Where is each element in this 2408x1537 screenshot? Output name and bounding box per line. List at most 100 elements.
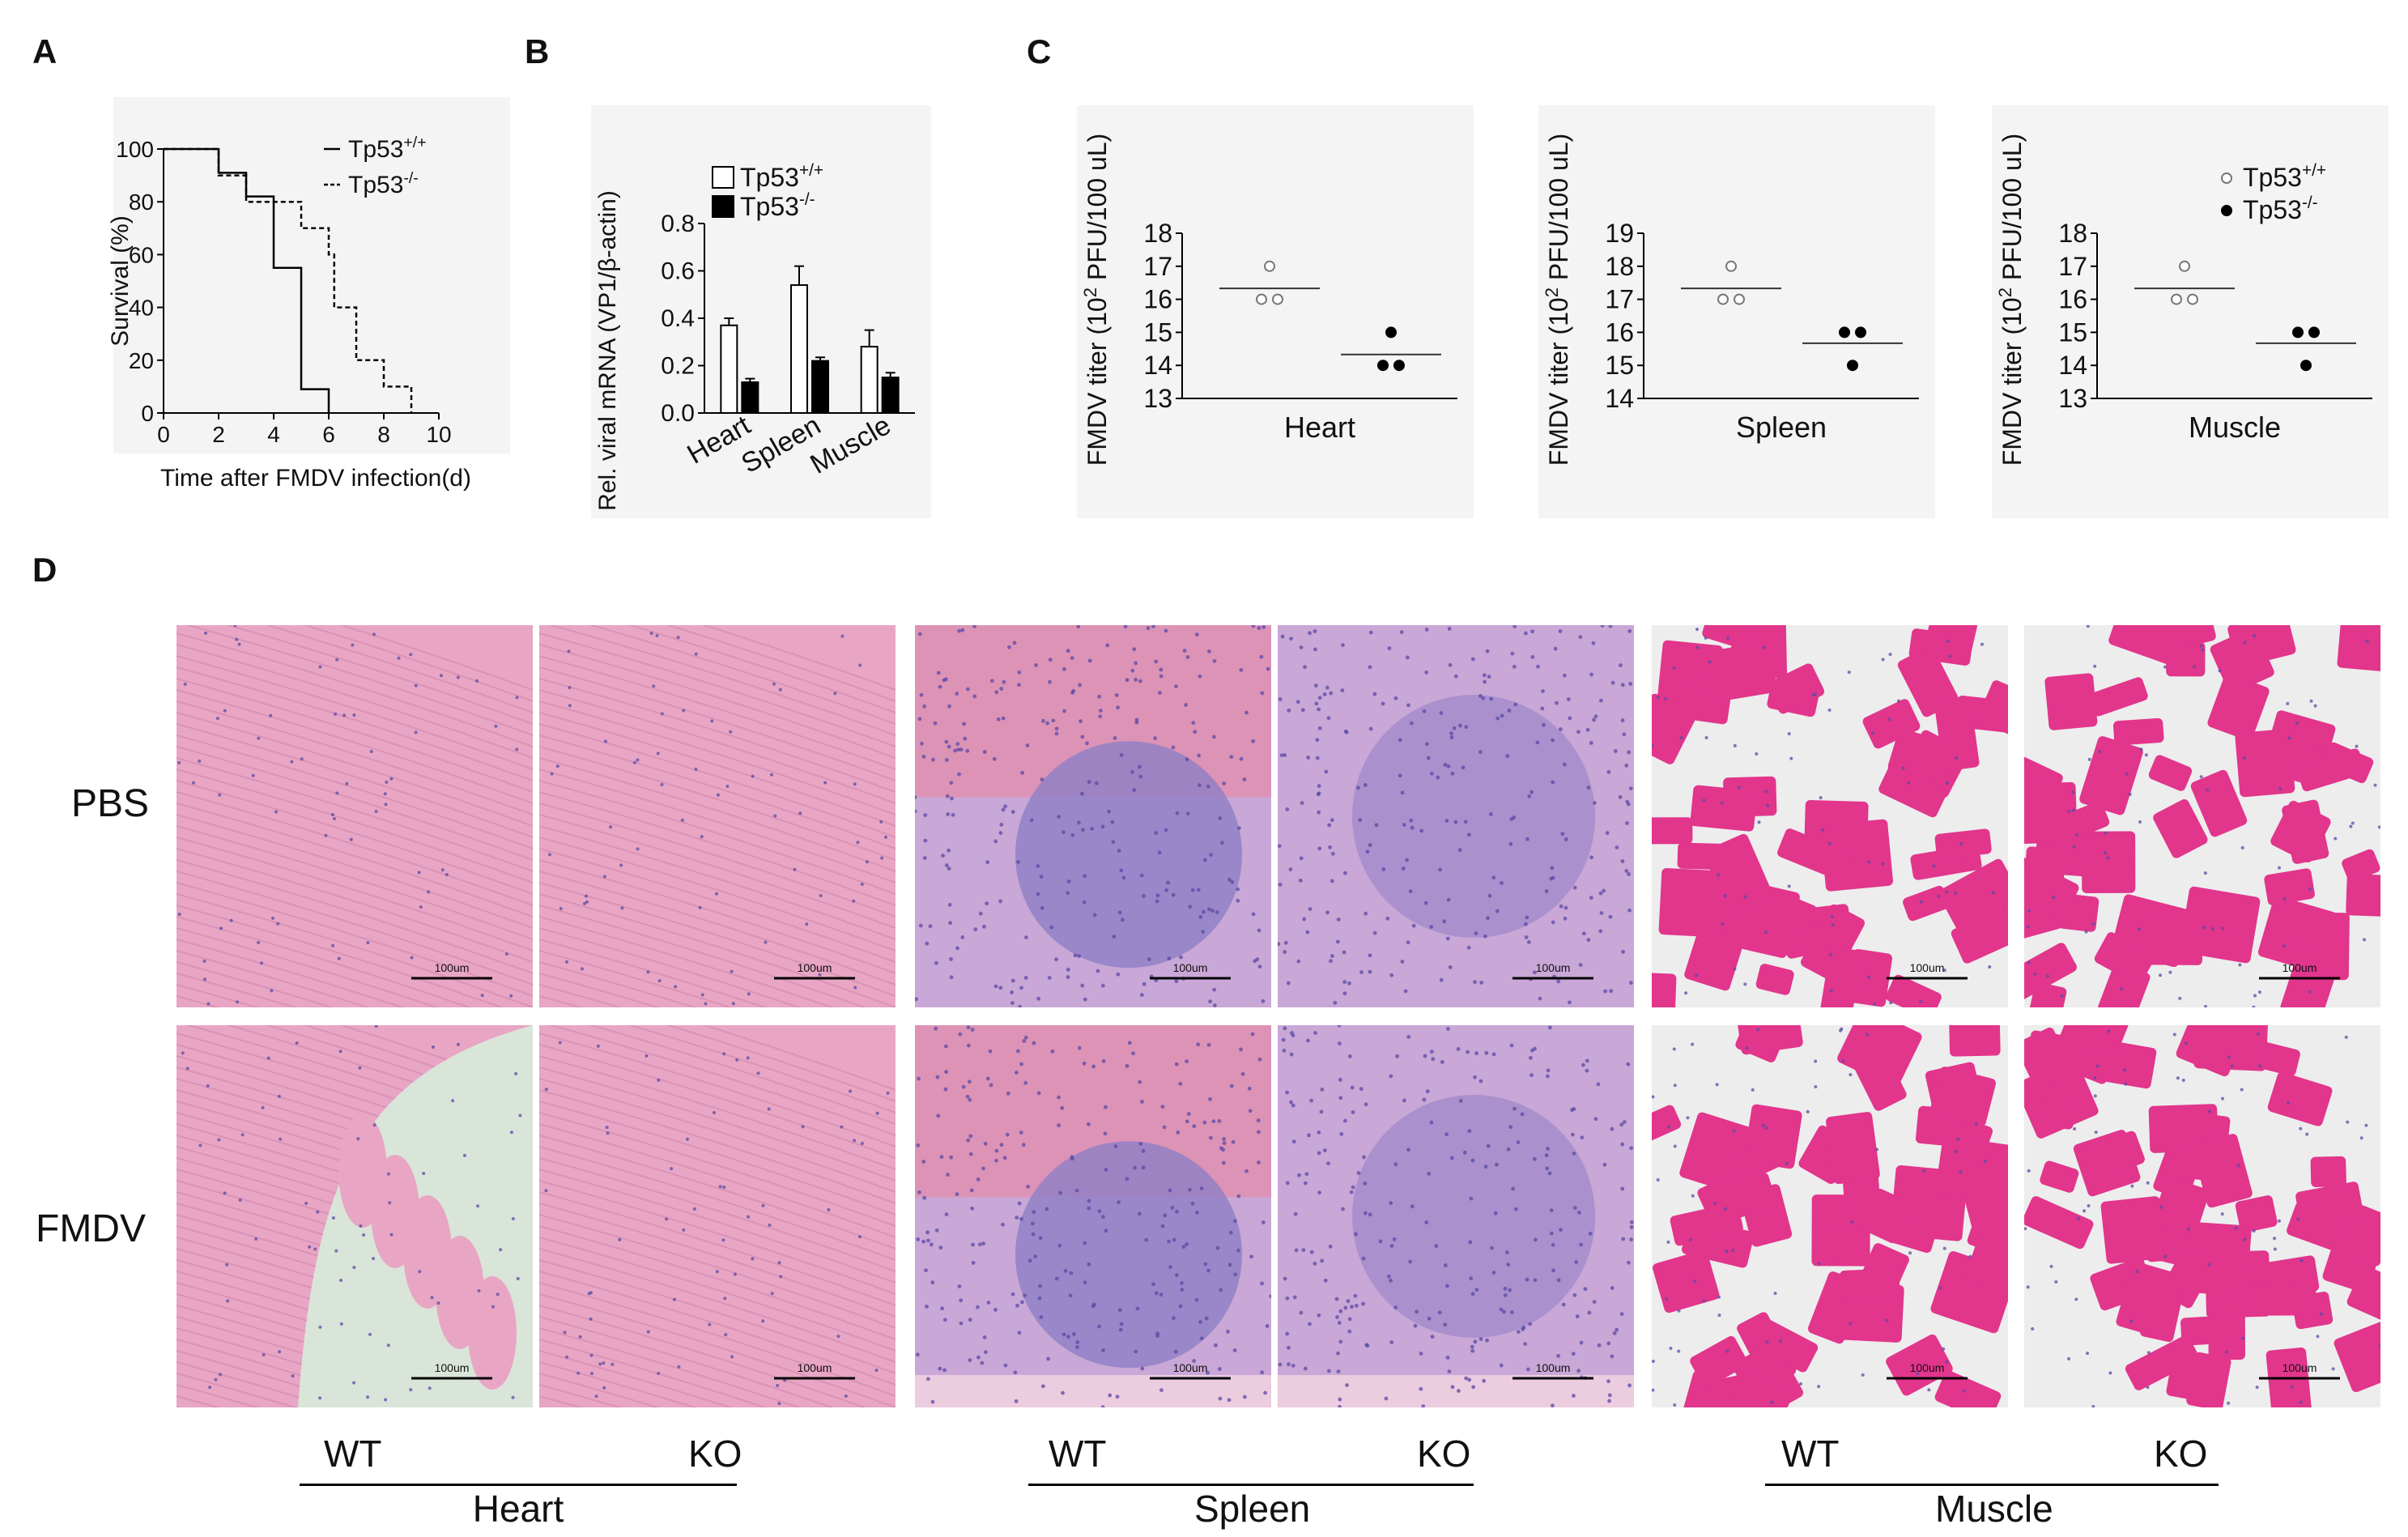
cell-nucleus	[2363, 938, 2367, 942]
cell-nucleus	[1342, 991, 1347, 996]
cell-nucleus	[1599, 698, 1603, 703]
bar	[811, 360, 829, 414]
cell-nucleus	[2199, 775, 2203, 779]
cell-nucleus	[1249, 1254, 1254, 1259]
muscle-fiber	[2116, 1262, 2184, 1339]
cell-nucleus	[1212, 734, 1216, 739]
micrograph-heart-ko-fmdv: 100um	[539, 1025, 896, 1407]
cell-nucleus	[1474, 1288, 1479, 1292]
cell-nucleus	[1090, 826, 1094, 831]
cell-nucleus	[944, 863, 949, 868]
cell-nucleus	[1164, 628, 1168, 633]
cell-nucleus	[2138, 820, 2142, 824]
cell-nucleus	[1219, 1288, 1223, 1292]
cell-nucleus	[1544, 1153, 1549, 1158]
cell-nucleus	[2241, 1336, 2245, 1340]
cell-nucleus	[925, 1230, 930, 1235]
cell-nucleus	[1005, 1132, 1010, 1137]
cell-nucleus	[724, 1333, 728, 1337]
y-tick-label: 18	[1143, 219, 1172, 248]
cell-nucleus	[1019, 1216, 1023, 1221]
cell-nucleus	[1197, 783, 1202, 788]
cell-nucleus	[1702, 1299, 1706, 1303]
cell-nucleus	[1406, 1147, 1410, 1152]
cell-nucleus	[1261, 998, 1266, 1003]
cell-nucleus	[1257, 928, 1261, 933]
cell-nucleus	[988, 1049, 993, 1054]
cell-nucleus	[1628, 786, 1633, 791]
cell-nucleus	[511, 1216, 515, 1220]
cell-nucleus	[1427, 1316, 1432, 1321]
cell-nucleus	[1320, 1088, 1325, 1092]
muscle-fiber	[2235, 1195, 2278, 1233]
cell-nucleus	[1232, 1348, 1237, 1352]
scale-bar-label: 100um	[2282, 1361, 2317, 1374]
cell-nucleus	[840, 1125, 844, 1129]
cell-nucleus	[1765, 1340, 1769, 1344]
cell-nucleus	[1581, 1062, 1585, 1067]
cell-nucleus	[1207, 649, 1211, 654]
scale-bar-label: 100um	[1910, 961, 1945, 974]
cell-nucleus	[938, 684, 942, 689]
cell-nucleus	[1527, 794, 1532, 798]
cell-nucleus	[257, 736, 261, 740]
muscle-fiber	[2044, 673, 2098, 730]
muscle-fiber	[2346, 1266, 2380, 1325]
muscle-fiber	[1652, 817, 1693, 845]
cell-nucleus	[1606, 769, 1611, 774]
legend-label: Tp53-/-	[2243, 194, 2318, 224]
cell-nucleus	[1328, 1244, 1333, 1249]
data-point	[1847, 360, 1858, 372]
cell-nucleus	[1618, 794, 1623, 799]
x-tick-label: 8	[377, 422, 390, 447]
cell-nucleus	[977, 1242, 982, 1247]
cell-nucleus	[852, 899, 856, 903]
cell-nucleus	[1125, 678, 1130, 683]
muscle-striation	[665, 625, 896, 702]
cell-nucleus	[960, 628, 965, 632]
cell-nucleus	[1174, 1062, 1179, 1067]
cell-nucleus	[1489, 696, 1494, 701]
muscle-striation	[539, 700, 896, 815]
cell-nucleus	[1015, 1049, 1020, 1054]
cell-nucleus	[936, 1113, 941, 1118]
cell-nucleus	[1570, 1108, 1574, 1113]
cell-nucleus	[1610, 1286, 1615, 1290]
cell-nucleus	[1019, 1300, 1024, 1305]
cell-nucleus	[1193, 730, 1198, 734]
cell-nucleus	[1001, 807, 1006, 812]
cell-nucleus	[1114, 693, 1119, 697]
cell-nucleus	[1039, 1315, 1044, 1319]
cell-nucleus	[1679, 736, 1683, 740]
cell-nucleus	[1287, 1345, 1291, 1350]
cell-nucleus	[2139, 747, 2143, 751]
cell-nucleus	[1314, 701, 1319, 706]
cell-nucleus	[998, 986, 1003, 990]
cell-nucleus	[1212, 987, 1217, 992]
cell-nucleus	[1550, 866, 1555, 871]
cell-nucleus	[1279, 753, 1284, 757]
cell-nucleus	[1819, 796, 1823, 800]
cell-nucleus	[2146, 1386, 2150, 1390]
cell-nucleus	[1312, 629, 1317, 633]
survival-line	[164, 147, 413, 413]
cell-nucleus	[1486, 1143, 1491, 1148]
cell-nucleus	[1091, 1304, 1096, 1309]
muscle-striation	[588, 1025, 896, 1125]
cell-nucleus	[1814, 1059, 1818, 1063]
cell-nucleus	[1830, 915, 1834, 919]
cell-nucleus	[2277, 1219, 2281, 1223]
cell-nucleus	[1251, 739, 1256, 743]
cell-nucleus	[1688, 1237, 1692, 1241]
muscle-fiber	[2112, 717, 2164, 746]
cell-nucleus	[2309, 699, 2313, 703]
cell-nucleus	[1593, 801, 1597, 805]
cell-nucleus	[1453, 674, 1458, 679]
muscle-striation	[539, 814, 896, 929]
cell-nucleus	[1036, 864, 1040, 868]
cell-nucleus	[369, 749, 373, 753]
cell-nucleus	[1474, 1051, 1479, 1056]
cell-nucleus	[1100, 824, 1105, 829]
cell-nucleus	[922, 856, 927, 860]
cell-nucleus	[2027, 1169, 2031, 1173]
